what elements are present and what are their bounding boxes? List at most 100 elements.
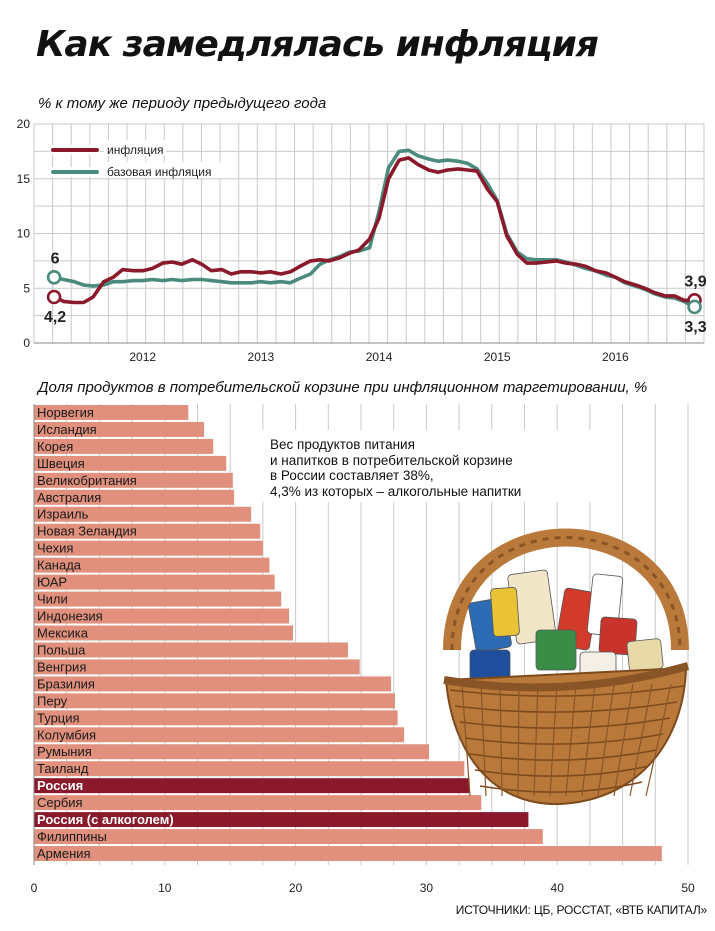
bar-category-label: Колумбия: [37, 727, 96, 742]
endpoint-value-label: 6: [51, 250, 60, 267]
line-y-tick-label: 10: [17, 227, 31, 241]
endpoint-value-label: 3,9: [684, 273, 706, 290]
bar-category-label: Перу: [37, 693, 68, 708]
basket-weave-rib: [533, 683, 539, 797]
line-chart-callouts: 6 4,2 3,9 3,3: [44, 250, 707, 336]
bar: [34, 744, 430, 760]
bar-category-label: Израиль: [37, 507, 89, 522]
line-series-inflation: [52, 156, 697, 305]
basket-weave-row: [474, 765, 650, 777]
basket-weave-rib: [645, 683, 672, 797]
bar-category-label: Исландия: [37, 422, 97, 437]
info-note-line-1: Вес продуктов питания: [270, 437, 415, 452]
legend-label-bg: [104, 140, 166, 156]
info-note-line-4: 4,3% из которых – алкогольные напитки: [270, 483, 522, 499]
line-x-tick-label: 2013: [248, 350, 275, 364]
line-x-tick-label: 2015: [484, 350, 511, 364]
line-y-tick-label: 15: [17, 172, 31, 186]
legend-label: инфляция: [107, 143, 164, 157]
bar-category-label: Румыния: [37, 744, 92, 759]
bar-category-label: Россия: [37, 778, 83, 793]
bar: [34, 574, 275, 590]
line-x-tick-label: 2016: [602, 350, 629, 364]
basket-weave-rib: [549, 683, 558, 797]
info-note: Вес продуктов питания и напитков в потре…: [262, 430, 600, 502]
basket-weave-rib: [629, 683, 653, 797]
bar-category-label: Армения: [37, 846, 91, 861]
source-credits: ИСТОЧНИКИ: ЦБ, РОССТАТ, «ВТБ КАПИТАЛ»: [455, 903, 707, 917]
bar-category-label: Чили: [37, 592, 68, 607]
line-x-tick-label: 2014: [366, 350, 393, 364]
line-chart-axes: 05101520201220132014201520162017: [17, 117, 704, 364]
page-title: Как замедлялась инфляция: [36, 24, 599, 65]
bar: [34, 557, 270, 573]
bar-category-label: Турция: [37, 710, 80, 725]
line-y-tick-label: 0: [23, 336, 30, 350]
bar-category-label: Швеция: [37, 456, 85, 471]
bar: [34, 710, 398, 726]
bar-x-tick-label: 50: [681, 881, 695, 895]
line-chart-legend: инфляция базовая инфляция: [50, 140, 222, 179]
bar: [34, 795, 482, 811]
basket-weave-rib: [461, 683, 471, 797]
bar-category-label: Австралия: [37, 490, 101, 505]
bar-category-label: Чехия: [37, 541, 73, 556]
bar-chart-title: Доля продуктов в потребительской корзине…: [38, 379, 648, 396]
bar: [34, 761, 465, 777]
bar-chart-bars: Норвегия Исландия Корея Швеция Великобритани…: [34, 405, 662, 861]
basket-weave-rib: [581, 683, 596, 797]
bar: [34, 455, 227, 471]
bar-x-tick-label: 30: [420, 881, 434, 895]
bar: [34, 676, 392, 692]
bar-x-tick-label: 20: [289, 881, 303, 895]
line-x-tick-label: 2012: [129, 350, 156, 364]
bar-category-label: Польша: [37, 642, 86, 657]
bar: [34, 727, 405, 743]
bar: [34, 506, 252, 522]
bar: [34, 540, 263, 556]
bar-category-label: Венгрия: [37, 659, 86, 674]
bar: [34, 405, 189, 420]
line-chart-grid: [33, 123, 705, 344]
bar-x-tick-label: 10: [158, 881, 172, 895]
endpoint-value-label: 4,2: [44, 309, 66, 326]
basket-weave-rib: [480, 683, 487, 797]
bar-category-label: Таиланд: [37, 761, 89, 776]
bar: [34, 591, 282, 607]
bar-category-label: Корея: [37, 439, 73, 454]
basket-rim: [443, 662, 690, 692]
basket-weave-row: [449, 685, 685, 697]
bar: [34, 421, 205, 437]
info-note-line-2: и напитков в потребительской корзине: [270, 452, 513, 468]
basket-weave-row: [469, 749, 657, 761]
bar: [34, 608, 290, 624]
endpoint-marker: [46, 289, 62, 305]
bar-category-label: Новая Зеландия: [37, 524, 137, 539]
bar: [34, 778, 470, 794]
line-chart-title: % к тому же периоду предыдущего года: [38, 95, 327, 112]
bar-category-label: Сербия: [37, 795, 83, 810]
line-y-tick-label: 5: [23, 281, 30, 295]
bar: [34, 489, 235, 505]
food-basket-illustration: [443, 528, 690, 806]
info-note-line-3: в России составляет 38%,: [270, 468, 434, 483]
bar: [34, 829, 543, 845]
bar-category-label: Бразилия: [37, 676, 95, 691]
basket-weave-row: [479, 781, 643, 793]
basket-grocery-item: [490, 587, 520, 637]
bar: [34, 642, 348, 658]
bar-category-label: Индонезия: [37, 609, 103, 624]
bar-chart-axis: 0 10 20 30 40 50: [31, 404, 695, 895]
bar-category-label: Россия (с алкоголем): [37, 812, 174, 827]
bar: [34, 846, 662, 861]
bar: [34, 523, 261, 539]
bar-x-tick-label: 40: [551, 881, 565, 895]
bar: [34, 438, 214, 454]
basket-handle-weave: [450, 536, 682, 651]
legend-label: базовая инфляция: [107, 165, 211, 179]
basket-weave-rib: [613, 683, 634, 797]
bar-category-label: Канада: [37, 558, 82, 573]
bar: [34, 812, 529, 828]
line-chart-series: [52, 148, 697, 309]
